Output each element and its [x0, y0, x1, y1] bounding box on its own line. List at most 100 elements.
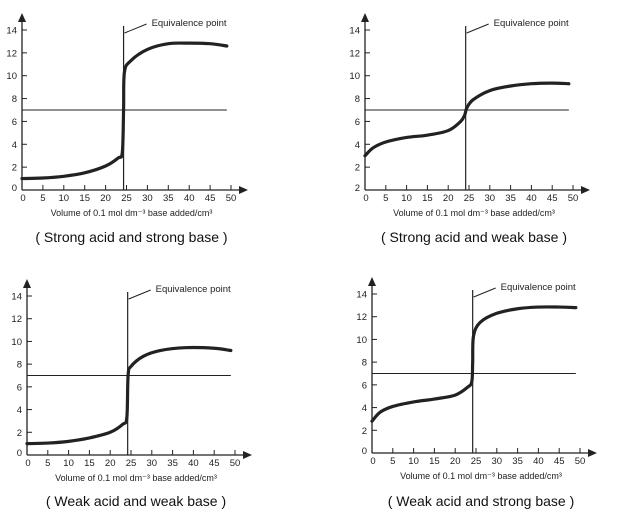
annotation-leader	[473, 287, 496, 298]
y-tick-label: 6	[17, 382, 22, 393]
y-tick-label: 10	[349, 71, 360, 82]
y-tick-label: 0	[17, 448, 22, 459]
y-tick-label: 14	[11, 292, 22, 303]
x-tick-label: 5	[40, 193, 45, 204]
x-tick-label: 45	[205, 193, 216, 204]
x-tick-label: 15	[79, 193, 90, 204]
x-tick-label: 35	[512, 456, 523, 467]
x-tick-label: 25	[121, 193, 132, 204]
x-tick-label: 5	[383, 193, 388, 204]
x-tick-label: 10	[63, 458, 74, 469]
x-tick-label: 40	[526, 193, 537, 204]
y-tick-label: 0	[12, 183, 17, 194]
y-axis-arrow-icon	[361, 13, 369, 22]
y-tick-label: 12	[11, 314, 22, 325]
chart-caption: ( Weak acid and weak base )	[46, 493, 226, 509]
y-tick-label: 14	[349, 26, 360, 37]
y-tick-label: 4	[355, 140, 360, 151]
titration-chart-1: 0 5 10 15 20 25 30 35 40 45 50 0 2 4 6 8 10 12 14 Equivalen…	[6, 13, 248, 245]
y-axis-arrow-icon	[23, 279, 31, 288]
x-tick-label: 0	[370, 456, 375, 467]
x-axis-title: Volume of 0.1 mol dm⁻³ base added/cm³	[400, 471, 562, 481]
chart-caption: ( Weak acid and strong base )	[388, 493, 575, 509]
x-tick-label: 20	[450, 456, 461, 467]
y-tick-label: 2	[362, 426, 367, 437]
x-tick-label: 0	[363, 193, 368, 204]
x-tick-label: 50	[230, 458, 241, 469]
x-axis-arrow-icon	[243, 451, 252, 459]
x-tick-label: 10	[59, 193, 70, 204]
x-axis-arrow-icon	[581, 186, 590, 194]
titration-chart-4: 0 5 10 15 20 25 30 35 40 45 50 0 2 4 6 8 10 12 14 Equivalen…	[356, 277, 597, 509]
y-tick-label: 10	[6, 71, 17, 82]
y-axis-arrow-icon	[18, 13, 26, 22]
y-tick-label: 10	[11, 337, 22, 348]
titration-chart-3: 0 5 10 15 20 25 30 35 40 45 50 0 2 4 6 8 10 12 14 Equivalen…	[11, 279, 252, 509]
x-tick-label: 15	[84, 458, 95, 469]
y-tick-label: 12	[356, 312, 367, 323]
x-tick-label: 0	[20, 193, 25, 204]
annotation-leader	[124, 23, 147, 34]
y-tick-label: 10	[356, 335, 367, 346]
chart-caption: ( Strong acid and strong base )	[35, 229, 227, 245]
x-tick-label: 15	[429, 456, 440, 467]
y-tick-label: 6	[12, 117, 17, 128]
x-tick-label: 15	[422, 193, 433, 204]
x-tick-label: 50	[226, 193, 237, 204]
x-tick-label: 45	[547, 193, 558, 204]
x-tick-label: 50	[568, 193, 579, 204]
y-tick-label: 8	[17, 360, 22, 371]
x-tick-label: 25	[126, 458, 137, 469]
x-tick-label: 35	[505, 193, 516, 204]
titration-curve	[20, 41, 229, 181]
x-tick-label: 25	[471, 456, 482, 467]
y-tick-label: 8	[12, 94, 17, 105]
y-tick-label: 8	[355, 94, 360, 105]
x-tick-label: 45	[209, 458, 220, 469]
titration-chart-2: 0 5 10 15 20 25 30 35 40 45 50 2 2 4 6 8 10 12 14 Equivalen…	[349, 13, 590, 245]
x-tick-label: 40	[184, 193, 195, 204]
y-tick-label: 0	[362, 446, 367, 457]
y-tick-label: 4	[17, 405, 22, 416]
x-tick-label: 10	[408, 456, 419, 467]
y-tick-label: 14	[356, 290, 367, 301]
x-tick-label: 30	[492, 456, 503, 467]
equivalence-point-label: Equivalence point	[156, 284, 231, 295]
y-tick-label: 2	[355, 163, 360, 174]
y-tick-label: 2	[12, 163, 17, 174]
chart-caption: ( Strong acid and weak base )	[381, 229, 567, 245]
y-tick-label: 12	[6, 48, 17, 59]
titration-curve	[363, 81, 571, 158]
x-axis-title: Volume of 0.1 mol dm⁻³ base added/cm³	[393, 208, 555, 218]
x-axis-title: Volume of 0.1 mol dm⁻³ base added/cm³	[55, 473, 217, 483]
x-tick-label: 30	[485, 193, 496, 204]
y-tick-label: 8	[362, 358, 367, 369]
x-tick-label: 50	[575, 456, 586, 467]
equivalence-point-label: Equivalence point	[501, 282, 576, 293]
x-tick-label: 5	[45, 458, 50, 469]
annotation-leader	[466, 23, 489, 34]
y-tick-label: 4	[12, 140, 17, 151]
x-tick-label: 35	[167, 458, 178, 469]
x-tick-label: 20	[100, 193, 111, 204]
titration-curve	[370, 305, 578, 423]
y-tick-label: 4	[362, 403, 367, 414]
x-tick-label: 40	[188, 458, 199, 469]
x-tick-label: 20	[443, 193, 454, 204]
x-tick-label: 20	[105, 458, 116, 469]
x-tick-label: 30	[142, 193, 153, 204]
x-axis-arrow-icon	[588, 449, 597, 457]
titration-curve	[25, 345, 233, 446]
x-tick-label: 45	[554, 456, 565, 467]
y-axis-arrow-icon	[368, 277, 376, 286]
x-tick-label: 35	[163, 193, 174, 204]
y-tick-label: 2	[17, 428, 22, 439]
x-axis-title: Volume of 0.1 mol dm⁻³ base added/cm³	[51, 208, 213, 218]
y-tick-label: 14	[6, 26, 17, 37]
x-tick-label: 5	[390, 456, 395, 467]
x-tick-label: 40	[533, 456, 544, 467]
x-tick-label: 30	[147, 458, 158, 469]
y-tick-label: 6	[362, 380, 367, 391]
equivalence-point-label: Equivalence point	[152, 18, 227, 29]
